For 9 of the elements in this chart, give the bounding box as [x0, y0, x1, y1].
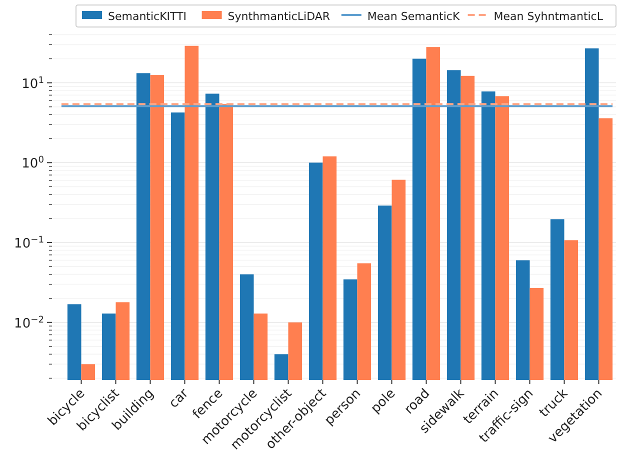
x-tick-label: car — [166, 386, 192, 412]
legend-label: Mean SemanticK — [367, 10, 460, 23]
y-tick-label: 10$^{−2}$ — [14, 315, 44, 332]
y-tick-label: 10$^{−1}$ — [14, 236, 44, 252]
legend-label: SemanticKITTI — [108, 10, 187, 23]
legend-label: Mean SyhntmanticL — [494, 10, 604, 23]
y-tick-label: 10$^{1}$ — [22, 76, 44, 92]
legend-label: SynthmanticLiDAR — [228, 10, 330, 23]
y-tick-label: 10$^{0}$ — [22, 156, 44, 172]
